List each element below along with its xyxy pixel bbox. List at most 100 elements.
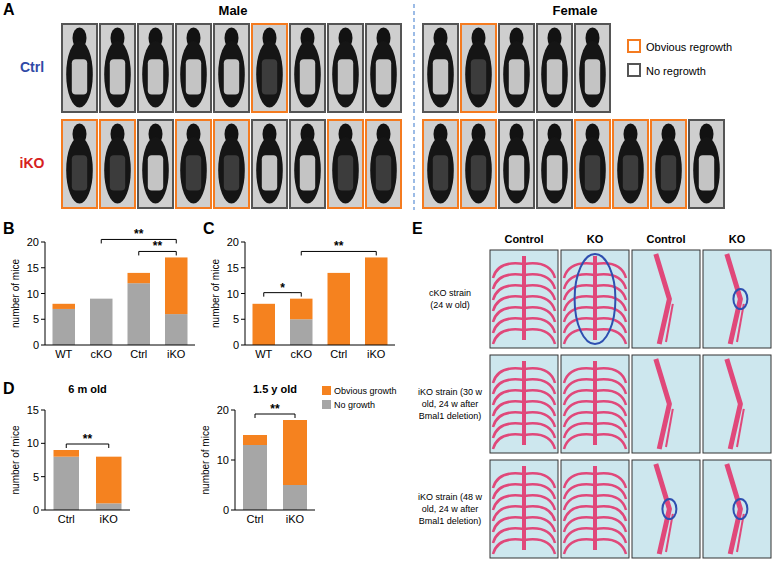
photo-bg [176, 24, 211, 112]
mouse-frame [214, 24, 249, 112]
photo-bg [537, 24, 572, 112]
y-axis-label: number of mice [10, 259, 21, 328]
sternum [522, 466, 526, 550]
mouse-photo [176, 120, 211, 208]
legend-label: No regrowth [646, 65, 706, 77]
shaved-patch [509, 59, 524, 94]
mouse-body [256, 137, 283, 204]
photo-bg [561, 250, 629, 348]
mouse-frame [100, 24, 135, 112]
photo-bg [423, 120, 458, 208]
mouse-body [370, 137, 397, 204]
shaved-patch [547, 59, 562, 94]
divider [413, 4, 414, 210]
shaved-patch [148, 59, 163, 94]
rib [595, 434, 626, 449]
mouse-photo [366, 24, 401, 112]
mouse-frame [328, 120, 363, 208]
legend-swatch [322, 400, 331, 409]
skeleton-photo [561, 355, 629, 453]
panel-label: B [3, 220, 15, 237]
mouse-frame [252, 120, 287, 208]
y-tick-label: 0 [223, 504, 229, 516]
legend-label: Obvious growth [334, 386, 397, 396]
mouse-body [541, 137, 568, 204]
mouse-frame [537, 120, 572, 208]
rib [564, 539, 595, 554]
shaved-patch [186, 155, 201, 190]
highlight-circle [575, 254, 616, 344]
photo-bg [138, 24, 173, 112]
mouse-body [218, 41, 245, 108]
x-axis [245, 345, 395, 346]
mouse-body [294, 41, 321, 108]
mouse-photo [499, 120, 534, 208]
x-tick-label: cKO [291, 348, 313, 360]
photo-bg [176, 120, 211, 208]
mouse-frame [62, 24, 97, 112]
photo-bg [632, 460, 700, 558]
mouse-body [465, 137, 492, 204]
mouse-body [617, 137, 644, 204]
bar [243, 445, 267, 510]
y-tick [41, 267, 45, 268]
bar [328, 273, 351, 345]
sternum [522, 256, 526, 340]
row-label: Ctrl [20, 59, 44, 75]
mouse-photo [537, 24, 572, 112]
bar [90, 299, 113, 345]
row-label: iKO [20, 155, 45, 171]
mouse-body [66, 41, 93, 108]
shaved-patch [224, 155, 239, 190]
mouse-frame [214, 120, 249, 208]
mouse-frame [461, 120, 496, 208]
shaved-patch [376, 155, 391, 190]
mouse-frame [290, 120, 325, 208]
x-tick-label: Ctrl [246, 513, 263, 525]
x-tick-label: WT [255, 348, 272, 360]
x-tick-label: iKO [367, 348, 386, 360]
bar [365, 257, 388, 345]
shaved-patch [300, 155, 315, 190]
photo-bg [214, 120, 249, 208]
bar [53, 304, 76, 309]
y-tick [231, 510, 235, 511]
bars [53, 257, 188, 345]
row-label: Bmal1 deletion) [419, 411, 482, 421]
y-tick-label: 0 [33, 504, 39, 516]
mouse-body [655, 137, 682, 204]
row-label: old, 24 w after [422, 504, 479, 514]
legend-swatch [322, 386, 331, 395]
y-tick-label: 15 [27, 262, 39, 274]
skeleton-photo [632, 460, 700, 558]
bone [666, 304, 673, 342]
x-tick-label: WT [55, 348, 72, 360]
mouse-frame [176, 24, 211, 112]
mouse-frame [252, 24, 287, 112]
x-tick-label: cKO [91, 348, 113, 360]
photo-bg [138, 120, 173, 208]
mouse-photo [62, 120, 97, 208]
shaved-patch [471, 59, 486, 94]
highlight-circle [662, 499, 676, 519]
mouse-body [503, 137, 530, 204]
shaved-patch [433, 155, 448, 190]
y-tick-label: 10 [217, 454, 229, 466]
y-tick-label: 0 [33, 339, 39, 351]
mouse-body [218, 137, 245, 204]
y-tick-label: 0 [233, 339, 239, 351]
rib [595, 329, 626, 344]
legend-label: Obvious regrowth [646, 41, 732, 53]
y-tick [41, 293, 45, 294]
column-header: KO [587, 233, 604, 245]
mouse-body [332, 41, 359, 108]
y-tick-label: 10 [227, 288, 239, 300]
x-tick-label: iKO [167, 348, 186, 360]
row-label: iKO strain (48 w [418, 492, 483, 502]
bone [666, 409, 673, 447]
y-tick-label: 5 [33, 471, 39, 483]
x-tick-label: Ctrl [330, 348, 347, 360]
row-label: Bmal1 deletion) [419, 516, 482, 526]
mouse-photo [689, 120, 724, 208]
y-tick [241, 293, 245, 294]
